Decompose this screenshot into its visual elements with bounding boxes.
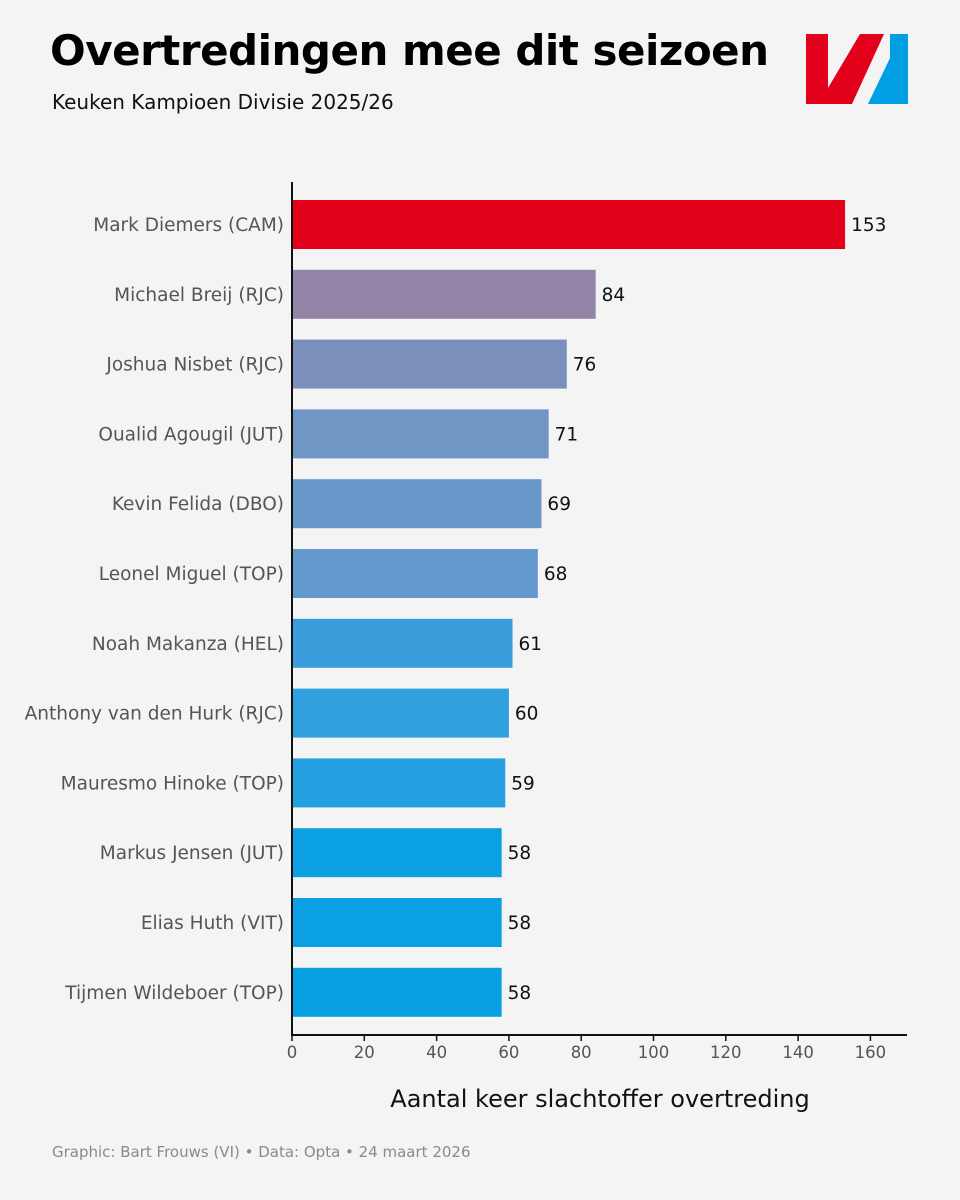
chart-subtitle: Keuken Kampioen Divisie 2025/26 <box>52 90 394 114</box>
x-axis-title: Aantal keer slachtoffer overtreding <box>390 1085 809 1113</box>
source-credit: Graphic: Bart Frouws (VI) • Data: Opta •… <box>52 1143 471 1161</box>
data-label: 58 <box>508 843 532 864</box>
data-label: 69 <box>547 494 571 515</box>
vi-logo-blue-shape <box>868 34 908 104</box>
data-label: 60 <box>515 704 539 725</box>
data-label: 84 <box>602 285 626 306</box>
category-label: Elias Huth (VIT) <box>141 913 284 934</box>
bar-chart: Mark Diemers (CAM) 153 Michael Breij (RJC)… <box>25 182 907 1113</box>
category-label: Mauresmo Hinoke (TOP) <box>61 773 284 794</box>
category-label: Tijmen Wildeboer (TOP) <box>64 983 284 1004</box>
category-label: Kevin Felida (DBO) <box>112 494 284 515</box>
data-label: 59 <box>511 773 535 794</box>
data-label: 68 <box>544 564 568 585</box>
category-label: Michael Breij (RJC) <box>114 285 284 306</box>
category-label: Joshua Nisbet (RJC) <box>105 355 284 376</box>
x-tick-label: 80 <box>571 1043 592 1062</box>
data-label: 153 <box>851 215 886 236</box>
category-label: Anthony van den Hurk (RJC) <box>25 704 284 725</box>
vi-logo <box>806 34 908 104</box>
bar-6 <box>292 549 538 598</box>
x-tick-label: 100 <box>638 1043 670 1062</box>
bar-3 <box>292 339 567 389</box>
category-label: Mark Diemers (CAM) <box>93 215 284 236</box>
x-tick-label: 120 <box>710 1043 742 1062</box>
data-label: 61 <box>519 634 543 655</box>
x-tick-label: 0 <box>287 1043 298 1062</box>
data-label: 58 <box>508 913 532 934</box>
bar-5 <box>292 479 542 529</box>
chart-title: Overtredingen mee dit seizoen <box>50 26 769 75</box>
x-tick-label: 140 <box>782 1043 814 1062</box>
bar-4 <box>292 409 549 459</box>
bar-2 <box>292 269 596 319</box>
data-label: 71 <box>555 424 579 445</box>
category-label: Oualid Agougil (JUT) <box>98 424 284 445</box>
bar-12 <box>292 967 502 1017</box>
bar-7 <box>292 618 513 668</box>
bar-10 <box>292 828 502 878</box>
vi-logo-red-shape <box>806 34 884 104</box>
category-label: Noah Makanza (HEL) <box>92 634 284 655</box>
bar-1 <box>292 200 846 249</box>
x-tick-label: 160 <box>855 1043 887 1062</box>
data-label: 76 <box>573 355 597 376</box>
x-tick-label: 40 <box>426 1043 447 1062</box>
data-label: 58 <box>508 983 532 1004</box>
category-label: Markus Jensen (JUT) <box>100 843 284 864</box>
category-label: Leonel Miguel (TOP) <box>99 564 284 585</box>
x-tick-label: 20 <box>354 1043 375 1062</box>
x-tick-label: 60 <box>498 1043 519 1062</box>
bar-11 <box>292 898 502 947</box>
bar-9 <box>292 758 506 808</box>
bar-8 <box>292 688 509 738</box>
